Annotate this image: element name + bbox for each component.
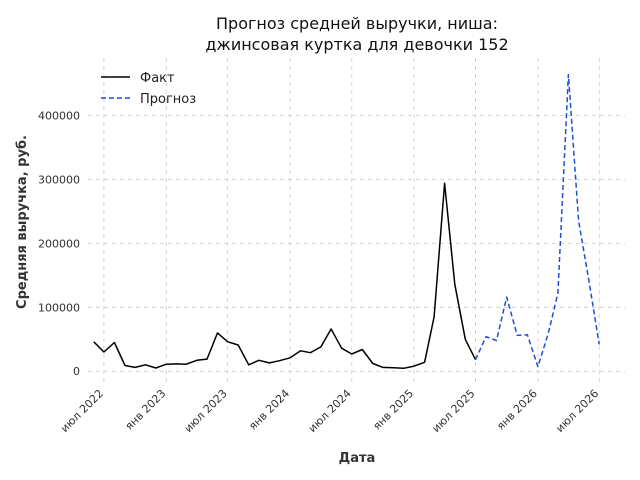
legend-label-fact: Факт <box>140 71 175 86</box>
grid <box>88 58 625 384</box>
series-lines <box>93 73 600 370</box>
x-tick-label: янв 2023 <box>123 387 169 433</box>
x-tick-label: июл 2025 <box>430 387 478 435</box>
x-tick-label: июл 2026 <box>553 387 601 435</box>
series-line-forecast <box>474 73 600 368</box>
x-tick-label: янв 2026 <box>494 387 540 433</box>
x-tick-label: июл 2022 <box>58 387 106 435</box>
y-tick-label: 200000 <box>38 237 80 250</box>
y-axis-label: Средняя выручка, руб. <box>15 135 30 309</box>
legend: Факт Прогноз <box>101 71 196 107</box>
y-tick-label: 400000 <box>38 110 80 123</box>
chart-title-line-1: Прогноз средней выручки, ниша: <box>216 14 498 33</box>
x-tick-label: июл 2023 <box>182 387 230 435</box>
legend-label-forecast: Прогноз <box>140 92 196 107</box>
x-tick-label: янв 2024 <box>246 387 292 433</box>
x-axis-label: Дата <box>339 451 376 466</box>
y-tick-label: 300000 <box>38 173 80 186</box>
y-axis-ticks: 0 100000 200000 300000 400000 <box>38 110 80 379</box>
y-tick-label: 100000 <box>38 301 80 314</box>
y-tick-label: 0 <box>73 365 80 378</box>
chart-title-line-2: джинсовая куртка для девочки 152 <box>205 35 508 54</box>
x-tick-label: июл 2024 <box>306 387 354 435</box>
series-line-fact <box>93 182 477 370</box>
x-tick-label: янв 2025 <box>370 387 416 433</box>
x-axis-ticks: июл 2022 янв 2023 июл 2023 янв 2024 июл 2024… <box>58 387 601 435</box>
